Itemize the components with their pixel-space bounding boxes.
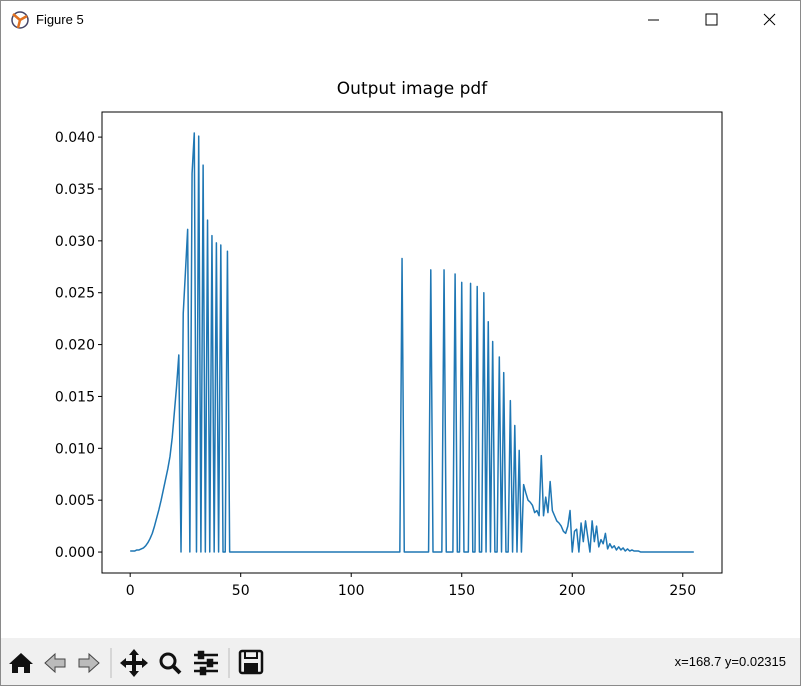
y-tick-label: 0.035	[55, 182, 95, 198]
data-line	[130, 132, 694, 553]
y-tick-label: 0.015	[55, 389, 95, 405]
configure-button[interactable]	[194, 650, 218, 676]
toolbar-buttons	[9, 648, 264, 678]
x-tick-label: 50	[232, 583, 250, 599]
window-title: Figure 5	[36, 12, 84, 27]
y-tick-label: 0.020	[55, 338, 95, 354]
home-button[interactable]	[9, 653, 33, 673]
y-tick-label: 0.040	[55, 130, 95, 146]
zoom-button[interactable]	[159, 652, 177, 670]
toolbar: x=168.7 y=0.02315	[1, 638, 800, 685]
back-button[interactable]	[44, 652, 66, 674]
axes-frame	[101, 111, 723, 574]
window-controls	[648, 13, 776, 26]
title-bar: Figure 5	[1, 1, 800, 39]
y-tick-label: 0.000	[55, 545, 95, 561]
zoom-handle	[171, 664, 182, 675]
x-tick-label: 200	[559, 583, 586, 599]
x-tick-label: 150	[448, 583, 475, 599]
y-tick-label: 0.025	[55, 286, 95, 302]
x-tick-label: 0	[126, 583, 135, 599]
y-tick-label: 0.030	[55, 234, 95, 250]
figure: Output image pdf 0.000 0.005 0.010 0.015 0.0…	[55, 79, 723, 599]
chart-title: Output image pdf	[337, 79, 488, 99]
pan-button[interactable]	[120, 649, 148, 677]
y-tick-label: 0.010	[55, 441, 95, 457]
save-button[interactable]	[238, 649, 264, 675]
maximize-button[interactable]	[705, 13, 718, 26]
status-text: x=168.7 y=0.02315	[674, 654, 786, 669]
app-icon	[11, 11, 29, 29]
close-button[interactable]	[763, 13, 776, 26]
x-tick-label: 250	[669, 583, 696, 599]
x-tick-label: 100	[338, 583, 365, 599]
y-tick-label: 0.005	[55, 493, 95, 509]
forward-button[interactable]	[78, 652, 100, 674]
